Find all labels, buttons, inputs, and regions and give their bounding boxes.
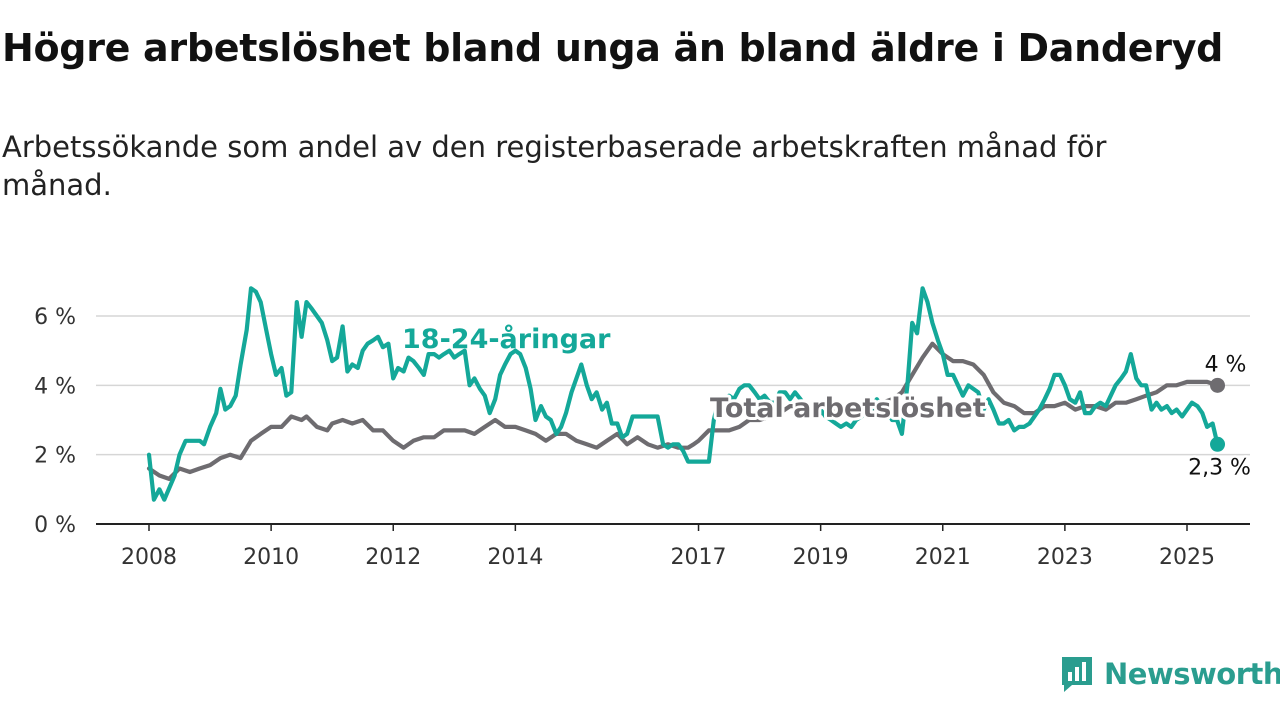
newsworthy-logo: Newsworthy	[1060, 654, 1280, 694]
y-tick-label: 4 %	[34, 374, 76, 399]
series-label-total: Total arbetslöshet	[710, 393, 986, 424]
newsworthy-logo-icon	[1062, 657, 1092, 692]
end-label-youth: 2,3 %	[1188, 455, 1251, 480]
y-tick-label: 0 %	[34, 513, 76, 538]
x-axis-ticks: 2008 2010 2012 2014 2017 2019 2021 2023 2025	[121, 524, 1215, 570]
series-labels: 18-24-åringar Total arbetslöshet 4 % 2,3 %	[402, 323, 1253, 483]
y-tick-label: 2 %	[34, 444, 76, 469]
x-tick-label: 2014	[487, 545, 543, 570]
chart-title: Högre arbetslöshet bland unga än bland ä…	[2, 26, 1224, 70]
x-tick-label: 2008	[121, 545, 177, 570]
series-line-0	[146, 286, 1220, 502]
end-label-total: 4 %	[1205, 352, 1247, 377]
series-end-point-0	[1210, 436, 1226, 452]
y-tick-label: 6 %	[34, 305, 76, 330]
newsworthy-logo-text: Newsworthy	[1104, 657, 1280, 691]
series-lines	[146, 286, 1226, 502]
series-end-point-1	[1210, 377, 1226, 393]
x-tick-label: 2012	[365, 545, 421, 570]
x-tick-label: 2023	[1037, 545, 1093, 570]
series-label-youth: 18-24-åringar	[402, 323, 611, 355]
x-tick-label: 2017	[671, 545, 727, 570]
series-line-1	[146, 341, 1220, 481]
gridlines	[96, 315, 1250, 525]
x-tick-label: 2025	[1159, 545, 1215, 570]
y-axis-ticks: 0 % 2 % 4 % 6 %	[34, 305, 76, 538]
line-chart: 0 % 2 % 4 % 6 % 2008 2010 2012 2014 2017 2019 202…	[34, 286, 1253, 570]
chart-subtitle: Arbetssökande som andel av den registerb…	[2, 130, 1107, 202]
x-tick-label: 2021	[915, 545, 971, 570]
x-tick-label: 2010	[243, 545, 299, 570]
x-tick-label: 2019	[793, 545, 849, 570]
